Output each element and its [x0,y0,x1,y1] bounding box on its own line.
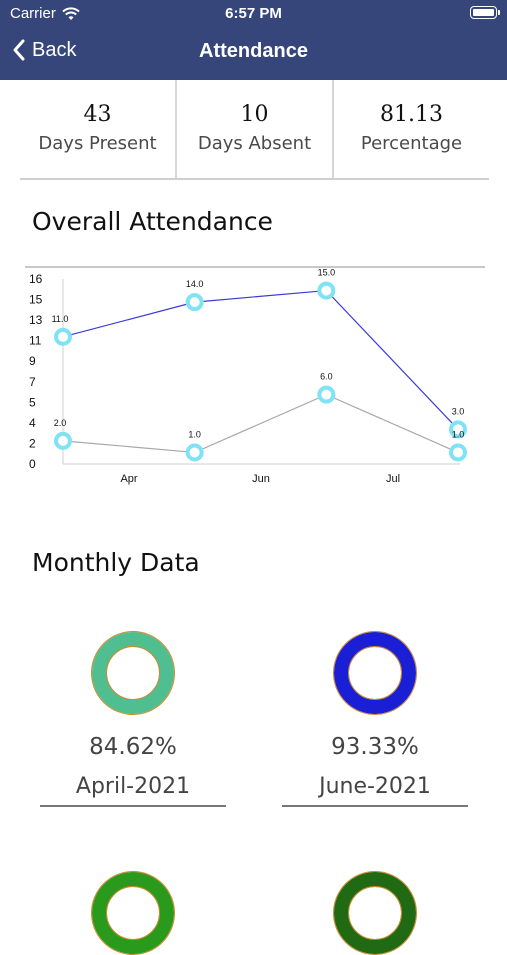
month-donut [91,871,175,955]
stat-percentage: 81.13 Percentage [334,80,489,178]
month-donut [91,631,175,715]
stat-value: 43 [83,102,112,127]
month-card-june[interactable]: 93.33% June-2021 [275,631,475,807]
monthly-data-title: Monthly Data [32,548,200,577]
data-point [449,420,467,439]
data-point [185,443,204,462]
wifi-icon [62,6,80,20]
data-label: 1.0 [452,429,465,439]
data-point [317,281,336,300]
data-point [317,385,336,404]
chevron-left-icon [13,39,25,61]
x-tick-label: Jun [252,473,270,485]
data-label: 15.0 [318,268,336,278]
page-title: Attendance [199,40,308,62]
data-label: 14.0 [186,279,204,289]
data-label: 11.0 [52,314,69,324]
stat-days-absent: 10 Days Absent [177,80,334,178]
data-point [54,327,72,346]
month-card-3[interactable] [33,871,233,955]
stats-row: 43 Days Present 10 Days Absent 81.13 Per… [20,80,489,180]
status-carrier: Carrier [10,5,80,22]
back-label: Back [32,38,77,61]
stat-label: Days Absent [197,133,312,154]
series-line [62,289,459,430]
month-percentage: 84.62% [89,734,177,760]
month-card-april[interactable]: 84.62% April-2021 [33,631,233,807]
battery-icon [470,6,500,19]
data-point [54,431,72,450]
stat-days-present: 43 Days Present [20,80,177,178]
month-donut [333,631,417,715]
month-label: June-2021 [282,774,468,807]
chart-top-rule [25,266,485,268]
y-tick-label: 0 [29,457,36,471]
stat-value: 10 [240,102,269,127]
status-time: 6:57 PM [225,5,282,22]
y-tick-label: 11 [29,334,42,348]
x-tick-label: Apr [120,473,137,485]
y-tick-label: 16 [29,272,43,286]
y-tick-label: 5 [29,395,36,409]
data-point [449,443,467,462]
line-chart: 16 15 13 11 9 7 5 4 2 0 Apr Jun Jul 11.0 14.0 15.0 3.0 2.… [29,268,467,485]
month-label: April-2021 [40,774,226,807]
back-button[interactable]: Back [12,38,76,62]
month-card-4[interactable] [275,871,475,955]
stat-label: Percentage [360,133,463,154]
y-tick-label: 15 [29,293,43,307]
data-point [185,293,204,312]
stat-label: Days Present [38,133,157,154]
carrier-label: Carrier [10,5,56,22]
overall-attendance-chart: 16 15 13 11 9 7 5 4 2 0 Apr Jun Jul 11.0 14.0 15.0 3.0 2.… [25,262,485,492]
y-tick-label: 2 [29,436,36,450]
y-tick-label: 13 [29,313,43,327]
series-line [62,393,459,454]
top-bar: Carrier 6:57 PM Back Attendance [0,0,507,80]
data-label: 2.0 [54,418,67,428]
month-donut [333,871,417,955]
y-tick-label: 9 [29,354,36,368]
data-label: 1.0 [188,429,201,439]
stat-value: 81.13 [380,102,443,127]
x-tick-label: Jul [386,473,400,485]
y-tick-label: 7 [29,375,36,389]
data-label: 6.0 [320,372,333,382]
data-label: 3.0 [452,406,465,416]
y-tick-label: 4 [29,416,36,430]
overall-attendance-title: Overall Attendance [32,207,273,236]
month-percentage: 93.33% [331,734,419,760]
